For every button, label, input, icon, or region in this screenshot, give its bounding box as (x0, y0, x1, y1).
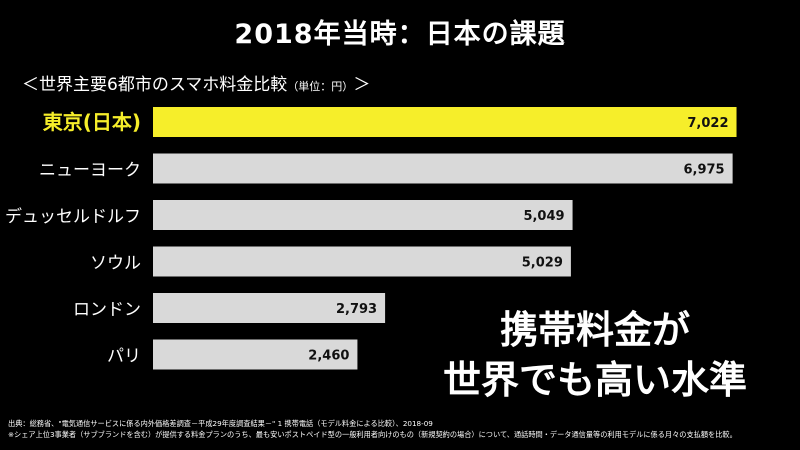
bar-1 (153, 153, 733, 184)
bar-0 (153, 107, 737, 137)
value-label-3: 5,029 (522, 256, 563, 271)
headline-line-2: 世界でも高い水準 (442, 358, 747, 402)
category-label-5: パリ (107, 347, 141, 367)
category-label-1: ニューヨーク (39, 161, 141, 181)
source-note: 出典：総務省、"電気通信サービスに係る内外価格差調査－平成29年度調査結果－" … (8, 418, 737, 440)
headline-line-1: 携帯料金が (499, 308, 690, 352)
headline-message: 携帯料金が 世界でも高い水準 (410, 305, 780, 405)
value-label-1: 6,975 (683, 163, 724, 178)
bar-5 (153, 339, 358, 370)
subtitle-close: ＞ (353, 75, 371, 95)
value-label-5: 2,460 (308, 349, 349, 364)
unit-label: （単位：円） (287, 80, 354, 93)
bar-2 (153, 200, 573, 230)
source-line-1: 出典：総務省、"電気通信サービスに係る内外価格差調査－平成29年度調査結果－" … (8, 419, 433, 428)
value-label-4: 2,793 (336, 302, 377, 317)
category-label-3: ソウル (90, 254, 141, 274)
source-line-2: ※シェア上位3事業者（サブブランドを含む）が提供する料金プランのうち、最も安いポ… (8, 430, 737, 439)
page-title: 2018年当時：日本の課題 (234, 19, 566, 50)
chart-subtitle: ＜世界主要6都市のスマホ料金比較（単位：円）＞ (22, 70, 370, 95)
category-label-4: ロンドン (73, 300, 141, 320)
subtitle-text: ＜世界主要6都市のスマホ料金比較 (22, 75, 288, 95)
value-label-0: 7,022 (687, 116, 728, 131)
bar-4 (153, 293, 386, 323)
value-label-2: 5,049 (523, 209, 564, 224)
category-label-2: デュッセルドルフ (5, 206, 141, 227)
category-label-0: 東京(日本) (43, 110, 141, 134)
bar-3 (153, 246, 571, 277)
bar-chart: 7,022 東京(日本) 6,975 ニューヨーク 5,049 デュッセルドルフ 5,029… (5, 107, 737, 370)
